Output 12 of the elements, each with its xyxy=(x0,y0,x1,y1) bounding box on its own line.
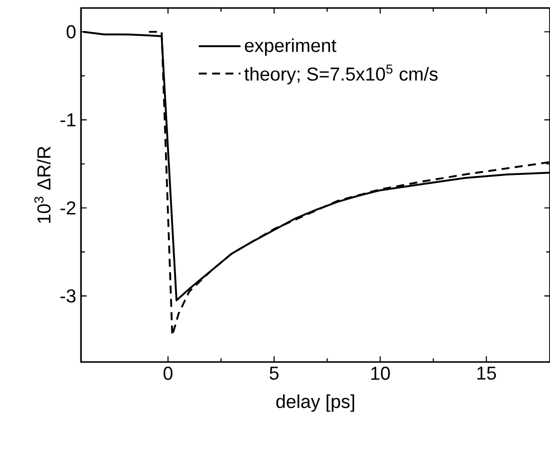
x-axis-title: delay [ps] xyxy=(276,394,354,412)
x-tick-label: 15 xyxy=(477,366,496,380)
y-axis-title: 10$^{3}$ ΔR/R xyxy=(34,146,51,223)
y-tick-label: -3 xyxy=(60,289,76,303)
y-tick-label: -2 xyxy=(60,201,76,214)
x-tick-label: 5 xyxy=(270,366,279,380)
legend-label: theory; S=7.5x10$^{5}$ cm/s xyxy=(244,64,438,84)
y-tick-label: 0 xyxy=(66,25,76,38)
x-tick-label: 10 xyxy=(371,366,390,380)
legend-label: experiment xyxy=(244,38,336,56)
x-tick-label: 0 xyxy=(164,366,172,380)
y-tick-label: -1 xyxy=(60,113,76,126)
